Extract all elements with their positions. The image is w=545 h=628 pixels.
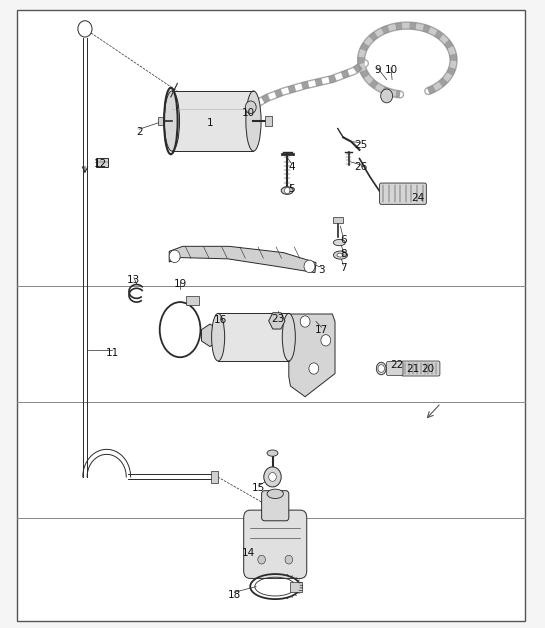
Circle shape	[78, 21, 92, 37]
Bar	[333, 217, 343, 223]
Ellipse shape	[165, 91, 179, 151]
Circle shape	[300, 316, 310, 327]
Text: 24: 24	[411, 193, 425, 203]
Ellipse shape	[337, 253, 344, 257]
Text: 17: 17	[315, 325, 328, 335]
FancyBboxPatch shape	[379, 183, 426, 204]
Circle shape	[169, 250, 180, 263]
Text: 4: 4	[288, 162, 295, 171]
Text: 10: 10	[241, 109, 255, 119]
Bar	[265, 116, 272, 126]
Ellipse shape	[281, 187, 293, 194]
Bar	[185, 296, 199, 305]
FancyBboxPatch shape	[244, 510, 307, 578]
FancyBboxPatch shape	[386, 362, 403, 376]
Bar	[159, 117, 164, 125]
Ellipse shape	[211, 313, 225, 361]
Ellipse shape	[334, 239, 346, 246]
Text: 25: 25	[354, 140, 367, 150]
Text: 10: 10	[384, 65, 397, 75]
Text: 22: 22	[390, 360, 403, 371]
Bar	[172, 91, 253, 151]
Circle shape	[309, 363, 319, 374]
FancyBboxPatch shape	[401, 361, 440, 376]
Circle shape	[380, 89, 392, 103]
Text: 14: 14	[241, 548, 255, 558]
Circle shape	[269, 472, 276, 481]
Text: 8: 8	[340, 249, 347, 259]
Text: 3: 3	[318, 265, 325, 275]
Text: 19: 19	[173, 279, 187, 289]
Text: 26: 26	[354, 162, 367, 171]
Text: 21: 21	[406, 364, 419, 374]
Circle shape	[285, 555, 293, 564]
Bar	[96, 158, 108, 167]
Circle shape	[264, 467, 281, 487]
Ellipse shape	[377, 362, 386, 375]
Text: 13: 13	[127, 274, 141, 284]
Circle shape	[378, 365, 384, 372]
Bar	[290, 582, 302, 592]
Text: 12: 12	[94, 159, 107, 168]
Ellipse shape	[282, 313, 295, 361]
Circle shape	[245, 101, 256, 114]
Text: 5: 5	[288, 183, 295, 193]
Text: 20: 20	[421, 364, 434, 374]
Polygon shape	[169, 246, 316, 273]
Text: 16: 16	[214, 315, 227, 325]
Ellipse shape	[334, 251, 348, 259]
Text: 9: 9	[374, 65, 381, 75]
Text: 1: 1	[207, 118, 213, 128]
Circle shape	[258, 555, 265, 564]
Ellipse shape	[267, 450, 278, 456]
Ellipse shape	[267, 489, 283, 499]
Circle shape	[304, 260, 315, 273]
Circle shape	[284, 187, 290, 193]
FancyBboxPatch shape	[262, 490, 289, 521]
Bar	[218, 313, 289, 361]
Text: 11: 11	[106, 348, 119, 358]
Bar	[211, 470, 217, 483]
Text: 2: 2	[136, 127, 143, 138]
Text: 18: 18	[228, 590, 241, 600]
Text: 7: 7	[340, 263, 347, 273]
Ellipse shape	[246, 91, 261, 151]
Text: 23: 23	[271, 314, 284, 324]
Circle shape	[321, 335, 331, 346]
Polygon shape	[289, 314, 335, 397]
Text: 15: 15	[252, 483, 265, 493]
Text: 6: 6	[340, 235, 347, 245]
